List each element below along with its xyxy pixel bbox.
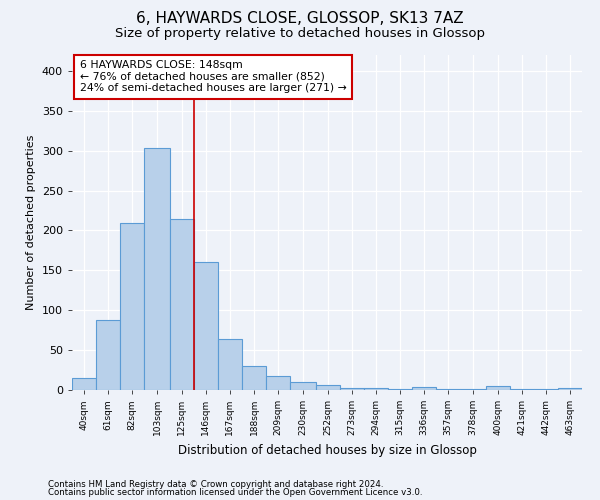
Text: Contains HM Land Registry data © Crown copyright and database right 2024.: Contains HM Land Registry data © Crown c… [48,480,383,489]
Bar [120,222,145,390]
Bar [412,387,436,390]
Bar [460,389,485,390]
Bar [340,388,364,390]
X-axis label: Distribution of detached houses by size in Glossop: Distribution of detached houses by size … [178,444,476,456]
Bar [485,386,509,390]
Bar [218,339,242,390]
Bar [509,389,534,390]
Bar [436,389,460,390]
Bar [316,385,340,390]
Bar [145,148,170,390]
Y-axis label: Number of detached properties: Number of detached properties [26,135,36,310]
Bar [290,382,316,390]
Text: Contains public sector information licensed under the Open Government Licence v3: Contains public sector information licen… [48,488,422,497]
Bar [266,376,290,390]
Text: 6 HAYWARDS CLOSE: 148sqm
← 76% of detached houses are smaller (852)
24% of semi-: 6 HAYWARDS CLOSE: 148sqm ← 76% of detach… [80,60,346,93]
Bar [242,366,266,390]
Bar [534,389,558,390]
Bar [558,388,582,390]
Text: Size of property relative to detached houses in Glossop: Size of property relative to detached ho… [115,28,485,40]
Bar [388,389,412,390]
Bar [194,262,218,390]
Bar [96,320,120,390]
Bar [364,388,388,390]
Bar [72,378,96,390]
Bar [170,220,194,390]
Text: 6, HAYWARDS CLOSE, GLOSSOP, SK13 7AZ: 6, HAYWARDS CLOSE, GLOSSOP, SK13 7AZ [136,11,464,26]
